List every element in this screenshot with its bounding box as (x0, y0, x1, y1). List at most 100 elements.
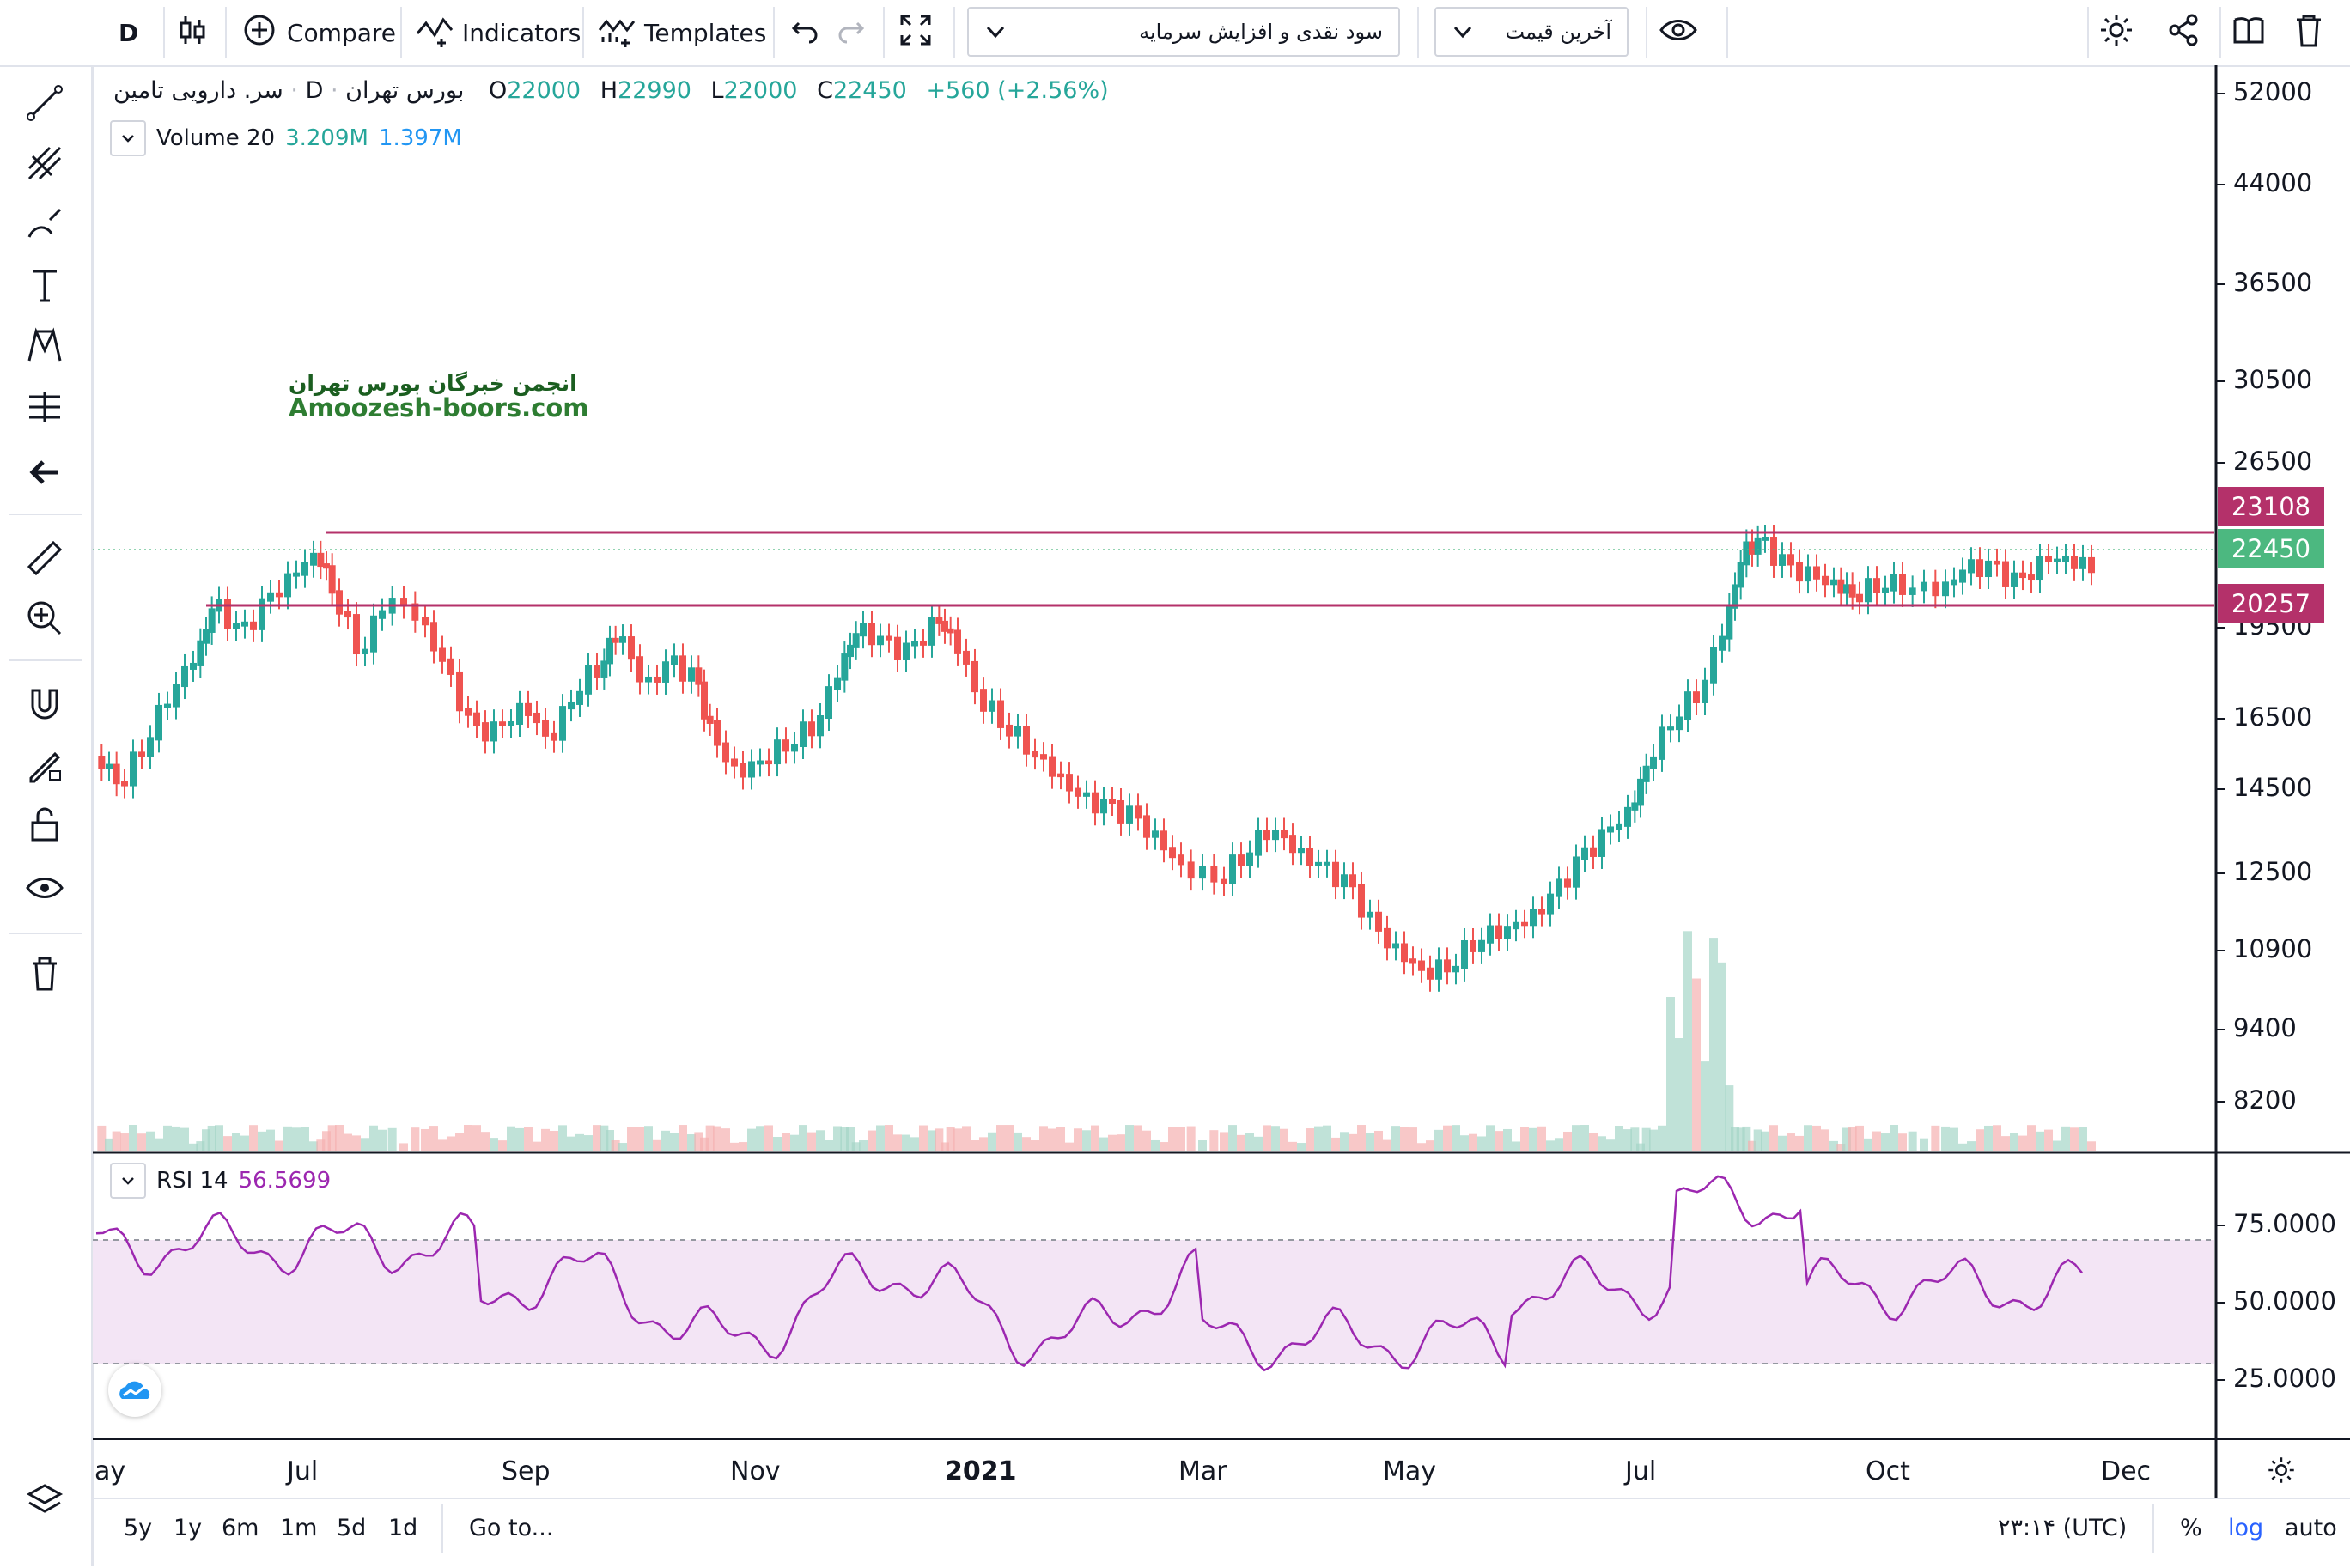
volume-bar (611, 1140, 620, 1151)
prediction-icon[interactable] (17, 381, 72, 433)
volume-bar (953, 1128, 962, 1151)
ruler-icon[interactable] (17, 532, 72, 584)
volume-bar (1160, 1142, 1168, 1151)
candle (1358, 884, 1365, 918)
candle (841, 653, 849, 681)
price-type-select[interactable]: آخرین قیمت (1434, 7, 1629, 57)
volume-bar (1675, 1038, 1683, 1151)
collapse-button[interactable] (110, 120, 146, 156)
candle (1547, 893, 1554, 915)
rsi-value: 56.5699 (238, 1168, 332, 1194)
tradingview-logo[interactable] (108, 1364, 161, 1417)
volume-bar (1349, 1133, 1357, 1151)
candle (1341, 874, 1348, 888)
candle (1631, 802, 1639, 811)
volume-bar (1795, 1135, 1804, 1151)
volume-bar (1426, 1140, 1434, 1151)
volume-bar (1958, 1143, 1967, 1151)
volume-legend: Volume 20 3.209M 1.397M (110, 120, 462, 156)
volume-bar (240, 1135, 249, 1151)
volume-bar (1177, 1127, 1185, 1151)
visibility-button[interactable] (1659, 0, 1697, 65)
object-tree-icon[interactable] (17, 1474, 72, 1525)
auto-toggle[interactable]: auto (2285, 1515, 2337, 1541)
share-button[interactable] (2166, 0, 2201, 65)
trash-icon[interactable] (17, 948, 72, 1000)
candle (1229, 854, 1236, 884)
chart-style-button[interactable] (177, 0, 208, 65)
range-1y[interactable]: 1y (174, 1515, 203, 1541)
fullscreen-button[interactable] (898, 0, 933, 65)
text-tool-icon[interactable] (17, 259, 72, 311)
unlock-icon[interactable] (17, 799, 72, 850)
volume-bar (1993, 1125, 2001, 1151)
range-6m[interactable]: 6m (222, 1515, 259, 1541)
candle (1367, 911, 1373, 918)
legend-exchange: بورس تهران (345, 77, 465, 104)
pattern-icon[interactable] (17, 319, 72, 371)
volume-bar (1829, 1140, 1838, 1151)
high-value: 22990 (618, 77, 691, 104)
candle (748, 761, 755, 778)
settings-button[interactable] (2097, 0, 2135, 65)
brush-icon[interactable] (17, 198, 72, 249)
candle (1272, 830, 1279, 841)
templates-label: Templates (644, 18, 767, 47)
trash-button[interactable] (2292, 0, 2326, 65)
candle (701, 681, 708, 720)
volume-bar (1855, 1125, 1864, 1151)
candle (1762, 537, 1769, 541)
volume-bar (1848, 1126, 1857, 1151)
legend-symbol[interactable]: سر. دارویی تامین (113, 77, 283, 104)
compare-button[interactable]: Compare (242, 0, 396, 65)
indicators-button[interactable]: Indicators (416, 0, 581, 65)
candle (1513, 921, 1519, 930)
candle (1263, 830, 1270, 841)
candle (1040, 754, 1047, 760)
change-value: +560 (+2.56%) (926, 77, 1109, 104)
templates-button[interactable]: Templates (598, 0, 766, 65)
publish-button[interactable] (2231, 0, 2266, 65)
volume-bar (756, 1126, 764, 1151)
range-1d[interactable]: 1d (388, 1515, 418, 1541)
candle (411, 603, 419, 621)
axis-settings-button[interactable] (2266, 1455, 2297, 1489)
volume-bar (1623, 1129, 1632, 1151)
redo-button[interactable] (835, 0, 869, 65)
volume-bar (567, 1136, 575, 1151)
clock-timezone[interactable]: ۲۳:۱۴ (UTC) (1998, 1515, 2128, 1541)
hide-toolbar-arrow-icon[interactable] (17, 447, 72, 498)
indicators-icon (416, 13, 454, 53)
pitchfork-icon[interactable] (17, 137, 72, 189)
log-toggle[interactable]: log (2228, 1515, 2264, 1541)
volume-bar (378, 1129, 387, 1151)
candle (370, 615, 377, 653)
eye-icon[interactable] (17, 862, 72, 914)
lock-drawing-icon[interactable] (17, 738, 72, 790)
range-1m[interactable]: 1m (280, 1515, 318, 1541)
magnet-icon[interactable] (17, 678, 72, 730)
volume-bar (2018, 1135, 2027, 1151)
candle (1221, 878, 1227, 884)
volume-bar (120, 1133, 129, 1151)
adjustment-select[interactable]: سود نقدی و افزایش سرمایه (967, 7, 1400, 57)
interval-button[interactable]: D (119, 18, 139, 47)
goto-button[interactable]: Go to... (469, 1515, 554, 1541)
volume-bar (215, 1125, 223, 1151)
collapse-button[interactable] (110, 1163, 146, 1199)
range-5d[interactable]: 5d (337, 1515, 367, 1541)
eye-icon (1659, 13, 1697, 53)
undo-button[interactable] (787, 0, 821, 65)
volume-bar (1400, 1127, 1409, 1151)
candle (963, 650, 970, 665)
volume-bar (2070, 1127, 2079, 1151)
candle (1109, 799, 1116, 805)
watermark-title: انجمن خبرگان بورس تهران (289, 371, 577, 396)
trend-line-icon[interactable] (17, 77, 72, 129)
zoom-in-icon[interactable] (17, 593, 72, 644)
percent-toggle[interactable]: % (2180, 1515, 2202, 1541)
volume-bar (1761, 1131, 1769, 1151)
range-5y[interactable]: 5y (124, 1515, 153, 1541)
candle (1882, 587, 1889, 593)
